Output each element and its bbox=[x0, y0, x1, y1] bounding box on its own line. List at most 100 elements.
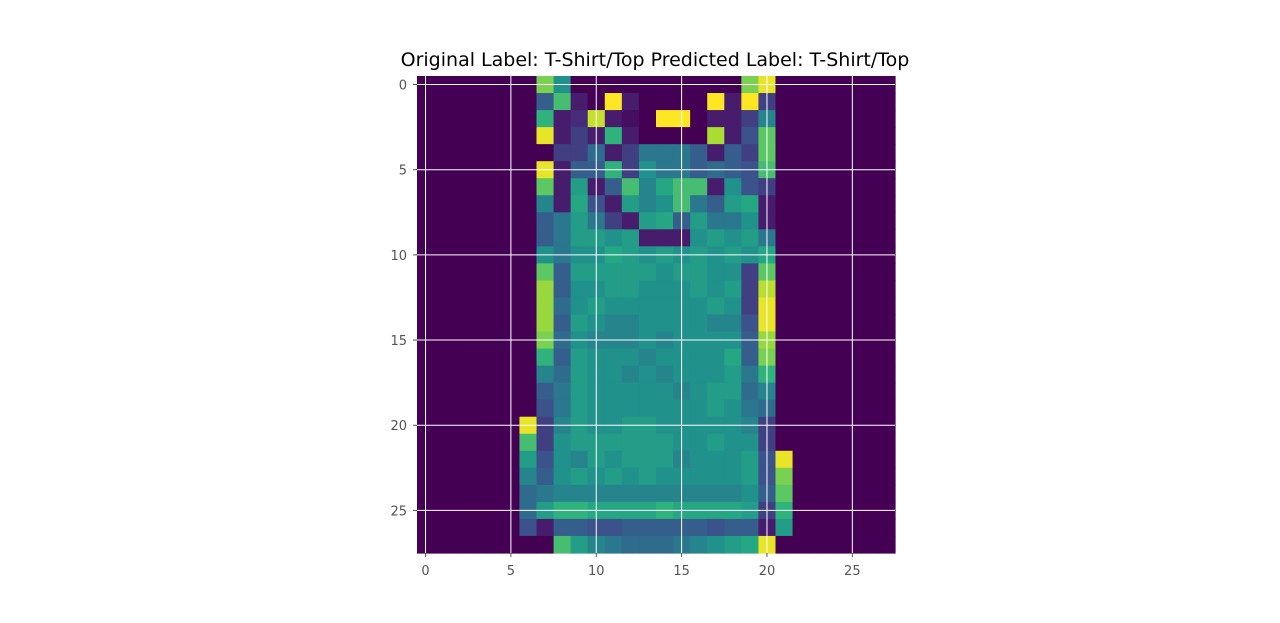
heatmap-cell bbox=[860, 365, 879, 384]
heatmap-cell bbox=[604, 484, 623, 503]
heatmap-cell bbox=[775, 365, 794, 384]
heatmap-cell bbox=[809, 229, 828, 247]
heatmap-cell bbox=[877, 229, 896, 247]
heatmap-cell bbox=[724, 450, 742, 469]
heatmap-cell bbox=[468, 144, 486, 162]
heatmap-cell bbox=[826, 348, 845, 367]
heatmap-cell bbox=[724, 433, 742, 452]
heatmap-cell bbox=[690, 144, 708, 162]
heatmap-cell bbox=[434, 365, 452, 384]
heatmap-cell bbox=[468, 365, 486, 384]
heatmap-cell bbox=[451, 382, 469, 401]
heatmap-cell bbox=[707, 365, 725, 384]
heatmap-cell bbox=[690, 535, 708, 554]
heatmap-cell bbox=[536, 535, 555, 554]
heatmap-cell bbox=[877, 195, 896, 213]
heatmap-cell bbox=[741, 110, 760, 128]
heatmap-cell bbox=[638, 450, 657, 469]
heatmap-cell bbox=[570, 229, 589, 247]
heatmap-cell bbox=[707, 535, 725, 554]
heatmap-cell bbox=[775, 518, 794, 537]
heatmap-cell bbox=[519, 450, 538, 469]
heatmap-cell bbox=[485, 229, 503, 247]
heatmap-cell bbox=[741, 229, 760, 247]
heatmap-cell bbox=[553, 127, 572, 145]
heatmap-cell bbox=[536, 263, 555, 282]
heatmap-cell bbox=[519, 535, 538, 554]
heatmap-cell bbox=[860, 297, 879, 316]
heatmap-cell bbox=[553, 110, 572, 128]
heatmap-cell bbox=[860, 178, 879, 196]
x-tick-label: 20 bbox=[759, 564, 776, 579]
y-tick-label: 0 bbox=[399, 79, 407, 94]
heatmap-cell bbox=[570, 195, 589, 213]
heatmap-cell bbox=[741, 93, 760, 111]
heatmap-cell bbox=[638, 382, 657, 401]
heatmap-cell bbox=[809, 144, 828, 162]
heatmap-cell bbox=[877, 144, 896, 162]
heatmap-cell bbox=[604, 212, 623, 230]
heatmap-cell bbox=[451, 93, 469, 111]
heatmap-cell bbox=[485, 467, 503, 486]
heatmap-cell bbox=[809, 263, 828, 282]
heatmap-cell bbox=[638, 144, 657, 162]
heatmap-cell bbox=[621, 314, 640, 333]
heatmap-cell bbox=[826, 110, 845, 128]
heatmap-cell bbox=[621, 467, 640, 486]
heatmap-cell bbox=[519, 263, 538, 282]
heatmap-cell bbox=[690, 93, 708, 111]
heatmap-cell bbox=[826, 450, 845, 469]
heatmap-cell bbox=[570, 348, 589, 367]
heatmap-cell bbox=[792, 348, 811, 367]
heatmap-cell bbox=[809, 535, 828, 554]
heatmap-cell bbox=[519, 178, 538, 196]
heatmap-cell bbox=[604, 229, 623, 247]
heatmap-cell bbox=[451, 212, 469, 230]
heatmap-cell bbox=[434, 178, 452, 196]
heatmap-cell bbox=[553, 365, 572, 384]
heatmap-cell bbox=[434, 280, 452, 299]
heatmap-cell bbox=[860, 195, 879, 213]
heatmap-cell bbox=[621, 433, 640, 452]
heatmap-cell bbox=[434, 484, 452, 503]
heatmap-cell bbox=[826, 518, 845, 537]
heatmap-cell bbox=[604, 263, 623, 282]
heatmap-cell bbox=[826, 365, 845, 384]
heatmap-cell bbox=[638, 110, 657, 128]
heatmap-cell bbox=[775, 382, 794, 401]
heatmap-cell bbox=[553, 263, 572, 282]
heatmap-cell bbox=[519, 348, 538, 367]
heatmap-cell bbox=[485, 314, 503, 333]
heatmap-cell bbox=[775, 93, 794, 111]
heatmap-cell bbox=[570, 450, 589, 469]
heatmap-cell bbox=[656, 144, 674, 162]
heatmap-cell bbox=[656, 399, 674, 418]
heatmap-cell bbox=[638, 178, 657, 196]
heatmap-cell bbox=[707, 229, 725, 247]
heatmap-cell bbox=[468, 484, 486, 503]
heatmap-cell bbox=[860, 229, 879, 247]
heatmap-cell bbox=[485, 93, 503, 111]
heatmap-cell bbox=[621, 93, 640, 111]
heatmap-cell bbox=[638, 195, 657, 213]
heatmap-cell bbox=[604, 127, 623, 145]
heatmap-cell bbox=[877, 110, 896, 128]
heatmap-cell bbox=[775, 535, 794, 554]
heatmap-cell bbox=[604, 297, 623, 316]
heatmap-cell bbox=[536, 518, 555, 537]
heatmap-cell bbox=[877, 127, 896, 145]
heatmap-cell bbox=[638, 314, 657, 333]
heatmap-cell bbox=[468, 229, 486, 247]
heatmap-cell bbox=[621, 535, 640, 554]
heatmap-cell bbox=[792, 484, 811, 503]
heatmap-cell bbox=[690, 314, 708, 333]
heatmap-cell bbox=[724, 178, 742, 196]
heatmap-cell bbox=[553, 144, 572, 162]
heatmap-cell bbox=[656, 365, 674, 384]
heatmap-cell bbox=[434, 467, 452, 486]
heatmap-cell bbox=[451, 365, 469, 384]
heatmap-cell bbox=[860, 484, 879, 503]
heatmap-cell bbox=[775, 178, 794, 196]
heatmap-cell bbox=[690, 178, 708, 196]
heatmap-cell bbox=[707, 280, 725, 299]
